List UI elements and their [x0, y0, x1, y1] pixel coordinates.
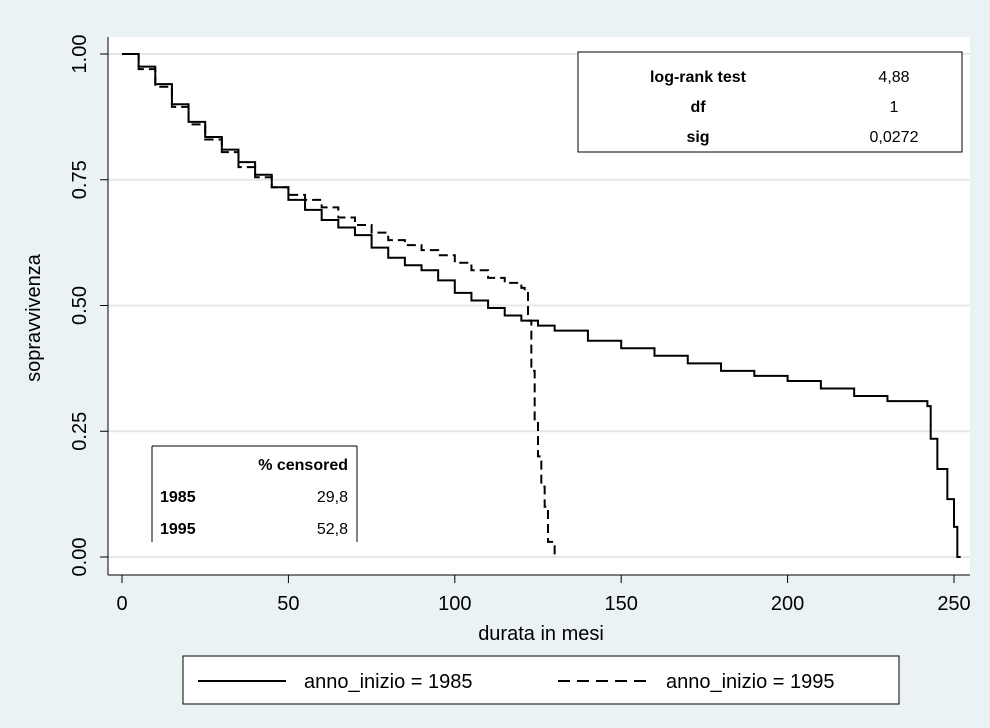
series-line-1985 [122, 53, 961, 558]
x-tick-label-5: 250 [937, 593, 970, 615]
y-tick-label-0: 0.00 [69, 538, 91, 577]
stat-label-df: df [690, 99, 706, 116]
y-tick-label-1: 0.25 [69, 412, 91, 451]
logrank-stats-box: log-rank test 4,88 df 1 sig 0,0272 [577, 51, 963, 153]
y-tick-label-3: 0.75 [69, 160, 91, 199]
censored-header: % censored [258, 457, 348, 474]
x-tick-label-3: 150 [605, 593, 638, 615]
y-tick-label-4: 1.00 [69, 35, 91, 74]
x-tick-label-4: 200 [771, 593, 804, 615]
legend: anno_inizio = 1985 anno_inizio = 1995 [182, 655, 900, 705]
y-tick-label-2: 0.50 [69, 286, 91, 325]
censored-box: % censored 1985 29,8 1995 52,8 [151, 445, 358, 542]
legend-label-1985: anno_inizio = 1985 [304, 671, 472, 693]
axes: 0.00 0.25 0.50 0.75 1.00 0 50 100 150 200 250 [69, 35, 971, 615]
stat-value-df: 1 [890, 99, 899, 116]
x-tick-label-1: 50 [277, 593, 299, 615]
x-axis-title: durata in mesi [478, 623, 604, 645]
y-axis-title: sopravvivenza [23, 253, 45, 382]
legend-label-1995: anno_inizio = 1995 [666, 671, 834, 693]
censored-label-1995: 1995 [160, 521, 196, 538]
stat-value-sig: 0,0272 [870, 129, 919, 146]
stat-value-logrank: 4,88 [878, 69, 909, 86]
x-tick-label-0: 0 [116, 593, 127, 615]
stat-label-logrank: log-rank test [650, 69, 747, 86]
series-line-1995 [122, 53, 556, 557]
x-tick-label-2: 100 [438, 593, 471, 615]
censored-value-1985: 29,8 [317, 489, 348, 506]
grid-lines [108, 53, 970, 558]
stat-label-sig: sig [686, 129, 709, 146]
series-lines [122, 53, 961, 558]
censored-label-1985: 1985 [160, 489, 196, 506]
censored-value-1995: 52,8 [317, 521, 348, 538]
